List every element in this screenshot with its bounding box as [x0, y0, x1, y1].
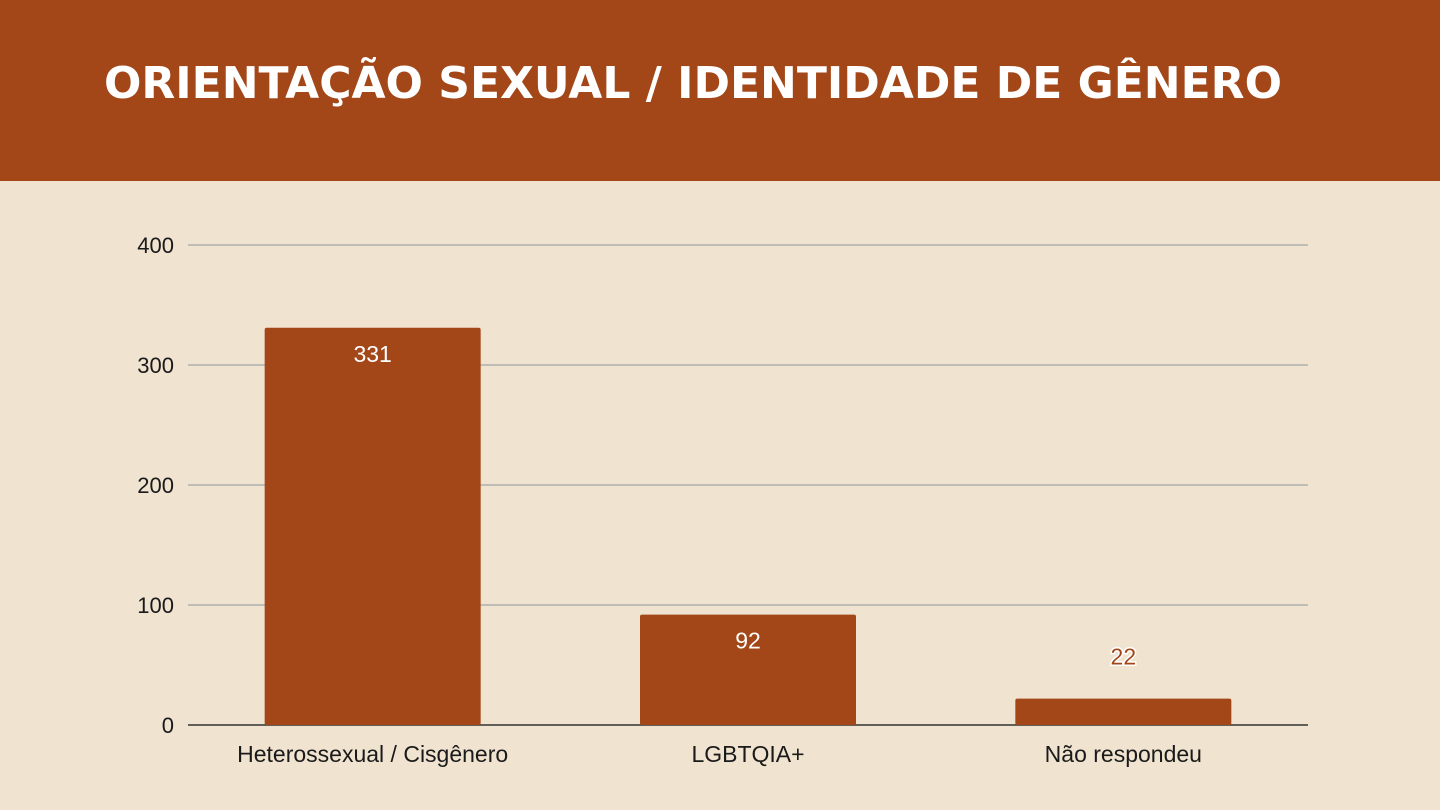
bar: [640, 614, 856, 725]
y-tick-label: 100: [137, 593, 174, 618]
x-axis-categories: Heterossexual / Cisgênero LGBTQIA+ Não res…: [237, 741, 1202, 767]
x-category-label: Heterossexual / Cisgênero: [237, 741, 508, 767]
x-category-label: LGBTQIA+: [691, 741, 804, 767]
bars: [264, 327, 1232, 725]
bar: [1015, 698, 1232, 725]
page-title: ORIENTAÇÃO SEXUAL / IDENTIDADE DE GÊNERO: [104, 58, 1282, 109]
bar-value-label: 331: [353, 341, 391, 367]
header-bar: ORIENTAÇÃO SEXUAL / IDENTIDADE DE GÊNERO: [0, 0, 1440, 181]
bar-value-label: 22: [1111, 644, 1137, 670]
bar-value-label: 92: [735, 628, 761, 654]
x-category-label: Não respondeu: [1045, 741, 1202, 767]
y-tick-label: 400: [137, 233, 174, 258]
y-tick-label: 300: [137, 353, 174, 378]
y-tick-label: 200: [137, 473, 174, 498]
bar: [264, 327, 481, 725]
y-tick-label: 0: [162, 713, 174, 738]
y-axis-ticks: 0 100 200 300 400: [137, 233, 174, 738]
data-labels: 331 92 22: [353, 341, 1137, 671]
